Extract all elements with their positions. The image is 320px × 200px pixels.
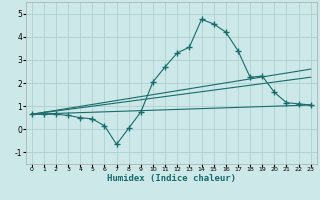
X-axis label: Humidex (Indice chaleur): Humidex (Indice chaleur) — [107, 174, 236, 183]
